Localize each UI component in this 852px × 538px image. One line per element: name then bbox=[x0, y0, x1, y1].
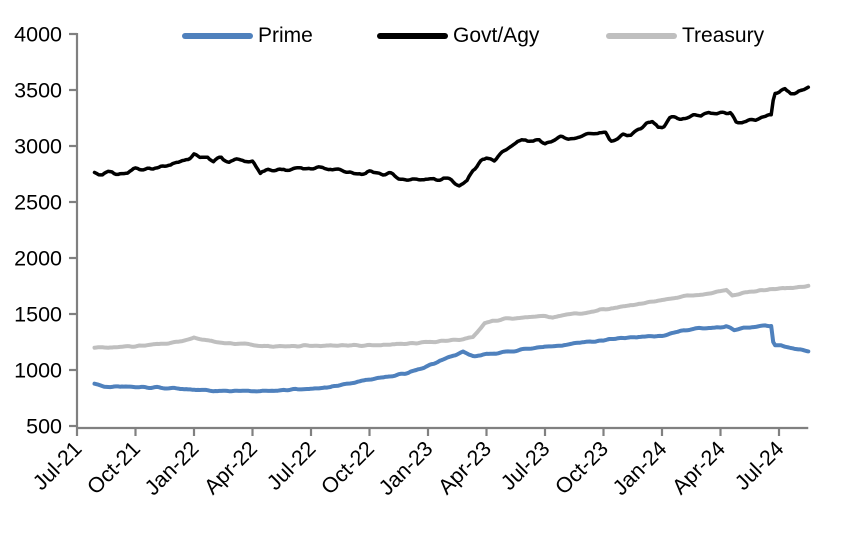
x-tick-label: Jan-24 bbox=[608, 437, 671, 500]
y-tick-label: 2000 bbox=[14, 247, 62, 271]
x-tick-label: Apr-22 bbox=[199, 437, 262, 500]
y-tick-label: 1500 bbox=[14, 303, 62, 327]
legend-item-treasury: Treasury bbox=[606, 24, 764, 48]
y-tick-label: 3500 bbox=[14, 79, 62, 103]
y-tick-label: 500 bbox=[26, 415, 62, 439]
x-tick-label: Oct-23 bbox=[550, 437, 613, 500]
x-tick-label: Apr-23 bbox=[433, 437, 496, 500]
prime-line-swatch-icon bbox=[182, 33, 253, 39]
x-tick-label: Jul-22 bbox=[262, 437, 320, 495]
x-tick-label: Oct-21 bbox=[82, 437, 145, 500]
x-tick-label: Jul-21 bbox=[28, 437, 86, 495]
legend-item-prime: Prime bbox=[182, 24, 313, 48]
x-tick-label: Apr-24 bbox=[667, 437, 730, 500]
x-tick-label: Jan-23 bbox=[374, 437, 437, 500]
x-tick-label: Jan-22 bbox=[140, 437, 203, 500]
y-tick-label: 4000 bbox=[14, 23, 62, 47]
x-tick-label: Jul-24 bbox=[730, 437, 788, 495]
legend-item-govt-agy: Govt/Agy bbox=[377, 24, 539, 48]
x-tick-label: Jul-23 bbox=[496, 437, 554, 495]
x-tick-label: Oct-22 bbox=[316, 437, 379, 500]
legend-label-treasury: Treasury bbox=[682, 24, 765, 47]
y-tick-label: 3000 bbox=[14, 135, 62, 159]
series-line-govt-agy bbox=[92, 85, 811, 188]
y-tick-label: 1000 bbox=[14, 359, 62, 383]
treasury-line-swatch-icon bbox=[606, 33, 677, 39]
govt-agy-line-swatch-icon bbox=[377, 33, 448, 39]
y-tick-label: 2500 bbox=[14, 191, 62, 215]
legend-label-prime: Prime bbox=[258, 24, 313, 47]
chart-legend: Prime Govt/Agy Treasury bbox=[0, 24, 852, 48]
legend-label-govt-agy: Govt/Agy bbox=[453, 24, 540, 47]
series-line-prime bbox=[92, 323, 811, 394]
series-line-treasury bbox=[92, 283, 811, 350]
